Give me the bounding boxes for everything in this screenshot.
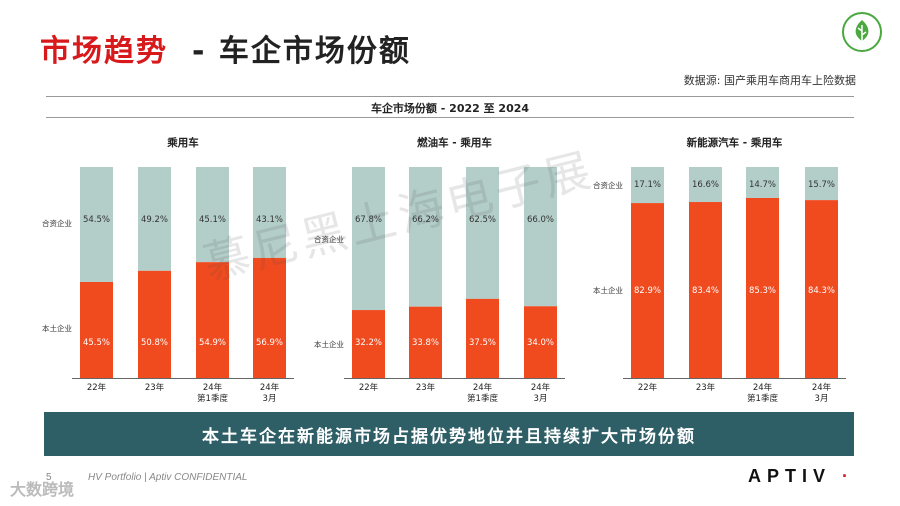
data-label-local: 33.8% <box>412 338 439 348</box>
category-label: 24年 <box>260 382 280 393</box>
data-label-local: 56.9% <box>256 338 283 348</box>
chart-title: 乘用车 <box>166 136 199 149</box>
data-label-local: 34.0% <box>527 338 554 348</box>
chart-title: 燃油车 - 乘用车 <box>417 136 492 149</box>
category-label: 24年 <box>473 382 493 393</box>
data-label-local: 37.5% <box>469 338 496 348</box>
aptiv-logo: APTIV · <box>748 466 854 487</box>
page-number: 5 <box>46 472 52 483</box>
category-label: 3月 <box>534 394 548 404</box>
divider <box>46 117 854 118</box>
bar-local <box>80 281 113 378</box>
category-label: 24年 <box>812 382 832 393</box>
series-label-jv: 合资企业 <box>42 218 72 228</box>
bar-local <box>805 200 838 378</box>
chart-title: 新能源汽车 - 乘用车 <box>687 136 783 149</box>
data-label-local: 83.4% <box>692 286 719 296</box>
bar-local <box>631 203 664 378</box>
category-label: 23年 <box>145 382 165 393</box>
page-title-highlight: 市场趋势 <box>40 34 168 69</box>
category-label: 3月 <box>263 394 277 404</box>
bar-local <box>689 202 722 378</box>
data-label-local: 54.9% <box>199 338 226 348</box>
data-label-jv: 67.8% <box>355 215 382 225</box>
category-label: 24年 <box>531 382 551 393</box>
bar-jv <box>352 167 385 311</box>
data-label-jv: 16.6% <box>692 180 719 190</box>
aptiv-logo-text: APTIV <box>747 466 831 486</box>
bar-jv <box>196 167 229 263</box>
data-label-local: 82.9% <box>634 286 661 296</box>
data-label-jv: 62.5% <box>469 215 496 225</box>
bar-jv <box>631 167 664 204</box>
charts-area: 乘用车 54.5% 45.5% 22年 49.2% 50.8% 23年 45.1% 54.9% 2… <box>42 136 846 404</box>
bar-jv <box>409 167 442 307</box>
data-label-jv: 54.5% <box>83 215 110 225</box>
chart-main-title: 车企市场份额 - 2022 至 2024 <box>370 102 530 115</box>
data-label-jv: 17.1% <box>634 180 661 190</box>
bar-jv <box>138 167 171 271</box>
series-label-jv: 合资企业 <box>314 234 344 244</box>
bar-local <box>352 310 385 378</box>
category-label: 22年 <box>359 382 379 393</box>
bar-jv <box>746 167 779 199</box>
category-label: 3月 <box>815 394 829 404</box>
data-label-jv: 15.7% <box>808 180 835 190</box>
data-label-jv: 14.7% <box>749 180 776 190</box>
bar-local <box>253 257 286 378</box>
conclusion-banner: 本土车企在新能源市场占据优势地位并且持续扩大市场份额 <box>44 412 854 456</box>
data-label-local: 84.3% <box>808 286 835 296</box>
aptiv-logo-dot: · <box>842 466 854 486</box>
bar-jv <box>689 167 722 203</box>
bar-jv <box>524 167 557 307</box>
category-label: 24年 <box>753 382 773 393</box>
category-label: 第1季度 <box>197 393 228 404</box>
watermark-2: 大数跨境 <box>10 480 75 499</box>
divider <box>46 96 854 97</box>
data-label-jv: 43.1% <box>256 215 283 225</box>
series-label-local: 本土企业 <box>42 323 72 333</box>
bar-local <box>409 306 442 378</box>
data-label-local: 50.8% <box>141 338 168 348</box>
bar-jv <box>805 167 838 201</box>
data-label-local: 45.5% <box>83 338 110 348</box>
category-label: 23年 <box>696 382 716 393</box>
bar-local <box>524 306 557 378</box>
data-label-jv: 45.1% <box>199 215 226 225</box>
data-label-jv: 66.0% <box>527 215 554 225</box>
category-label: 24年 <box>203 382 223 393</box>
category-label: 22年 <box>87 382 107 393</box>
bar-jv <box>466 167 499 299</box>
category-label: 第1季度 <box>747 393 778 404</box>
bar-local <box>196 262 229 378</box>
page-title: - 车企市场份额 <box>192 34 411 69</box>
series-label-local: 本土企业 <box>593 285 623 295</box>
bar-jv <box>253 167 286 258</box>
category-label: 22年 <box>638 382 658 393</box>
leaf-icon <box>842 12 882 52</box>
data-label-jv: 49.2% <box>141 215 168 225</box>
category-label: 23年 <box>416 382 436 393</box>
data-label-jv: 66.2% <box>412 215 439 225</box>
bar-local <box>466 298 499 378</box>
data-label-local: 85.3% <box>749 286 776 296</box>
bar-local <box>746 198 779 378</box>
footer-text: HV Portfolio | Aptiv CONFIDENTIAL <box>88 472 248 483</box>
bar-local <box>138 270 171 378</box>
series-label-jv: 合资企业 <box>593 180 623 190</box>
series-label-local: 本土企业 <box>314 339 344 349</box>
data-label-local: 32.2% <box>355 338 382 348</box>
bar-jv <box>80 167 113 282</box>
data-source: 数据源: 国产乘用车商用车上险数据 <box>683 74 856 87</box>
category-label: 第1季度 <box>467 393 498 404</box>
